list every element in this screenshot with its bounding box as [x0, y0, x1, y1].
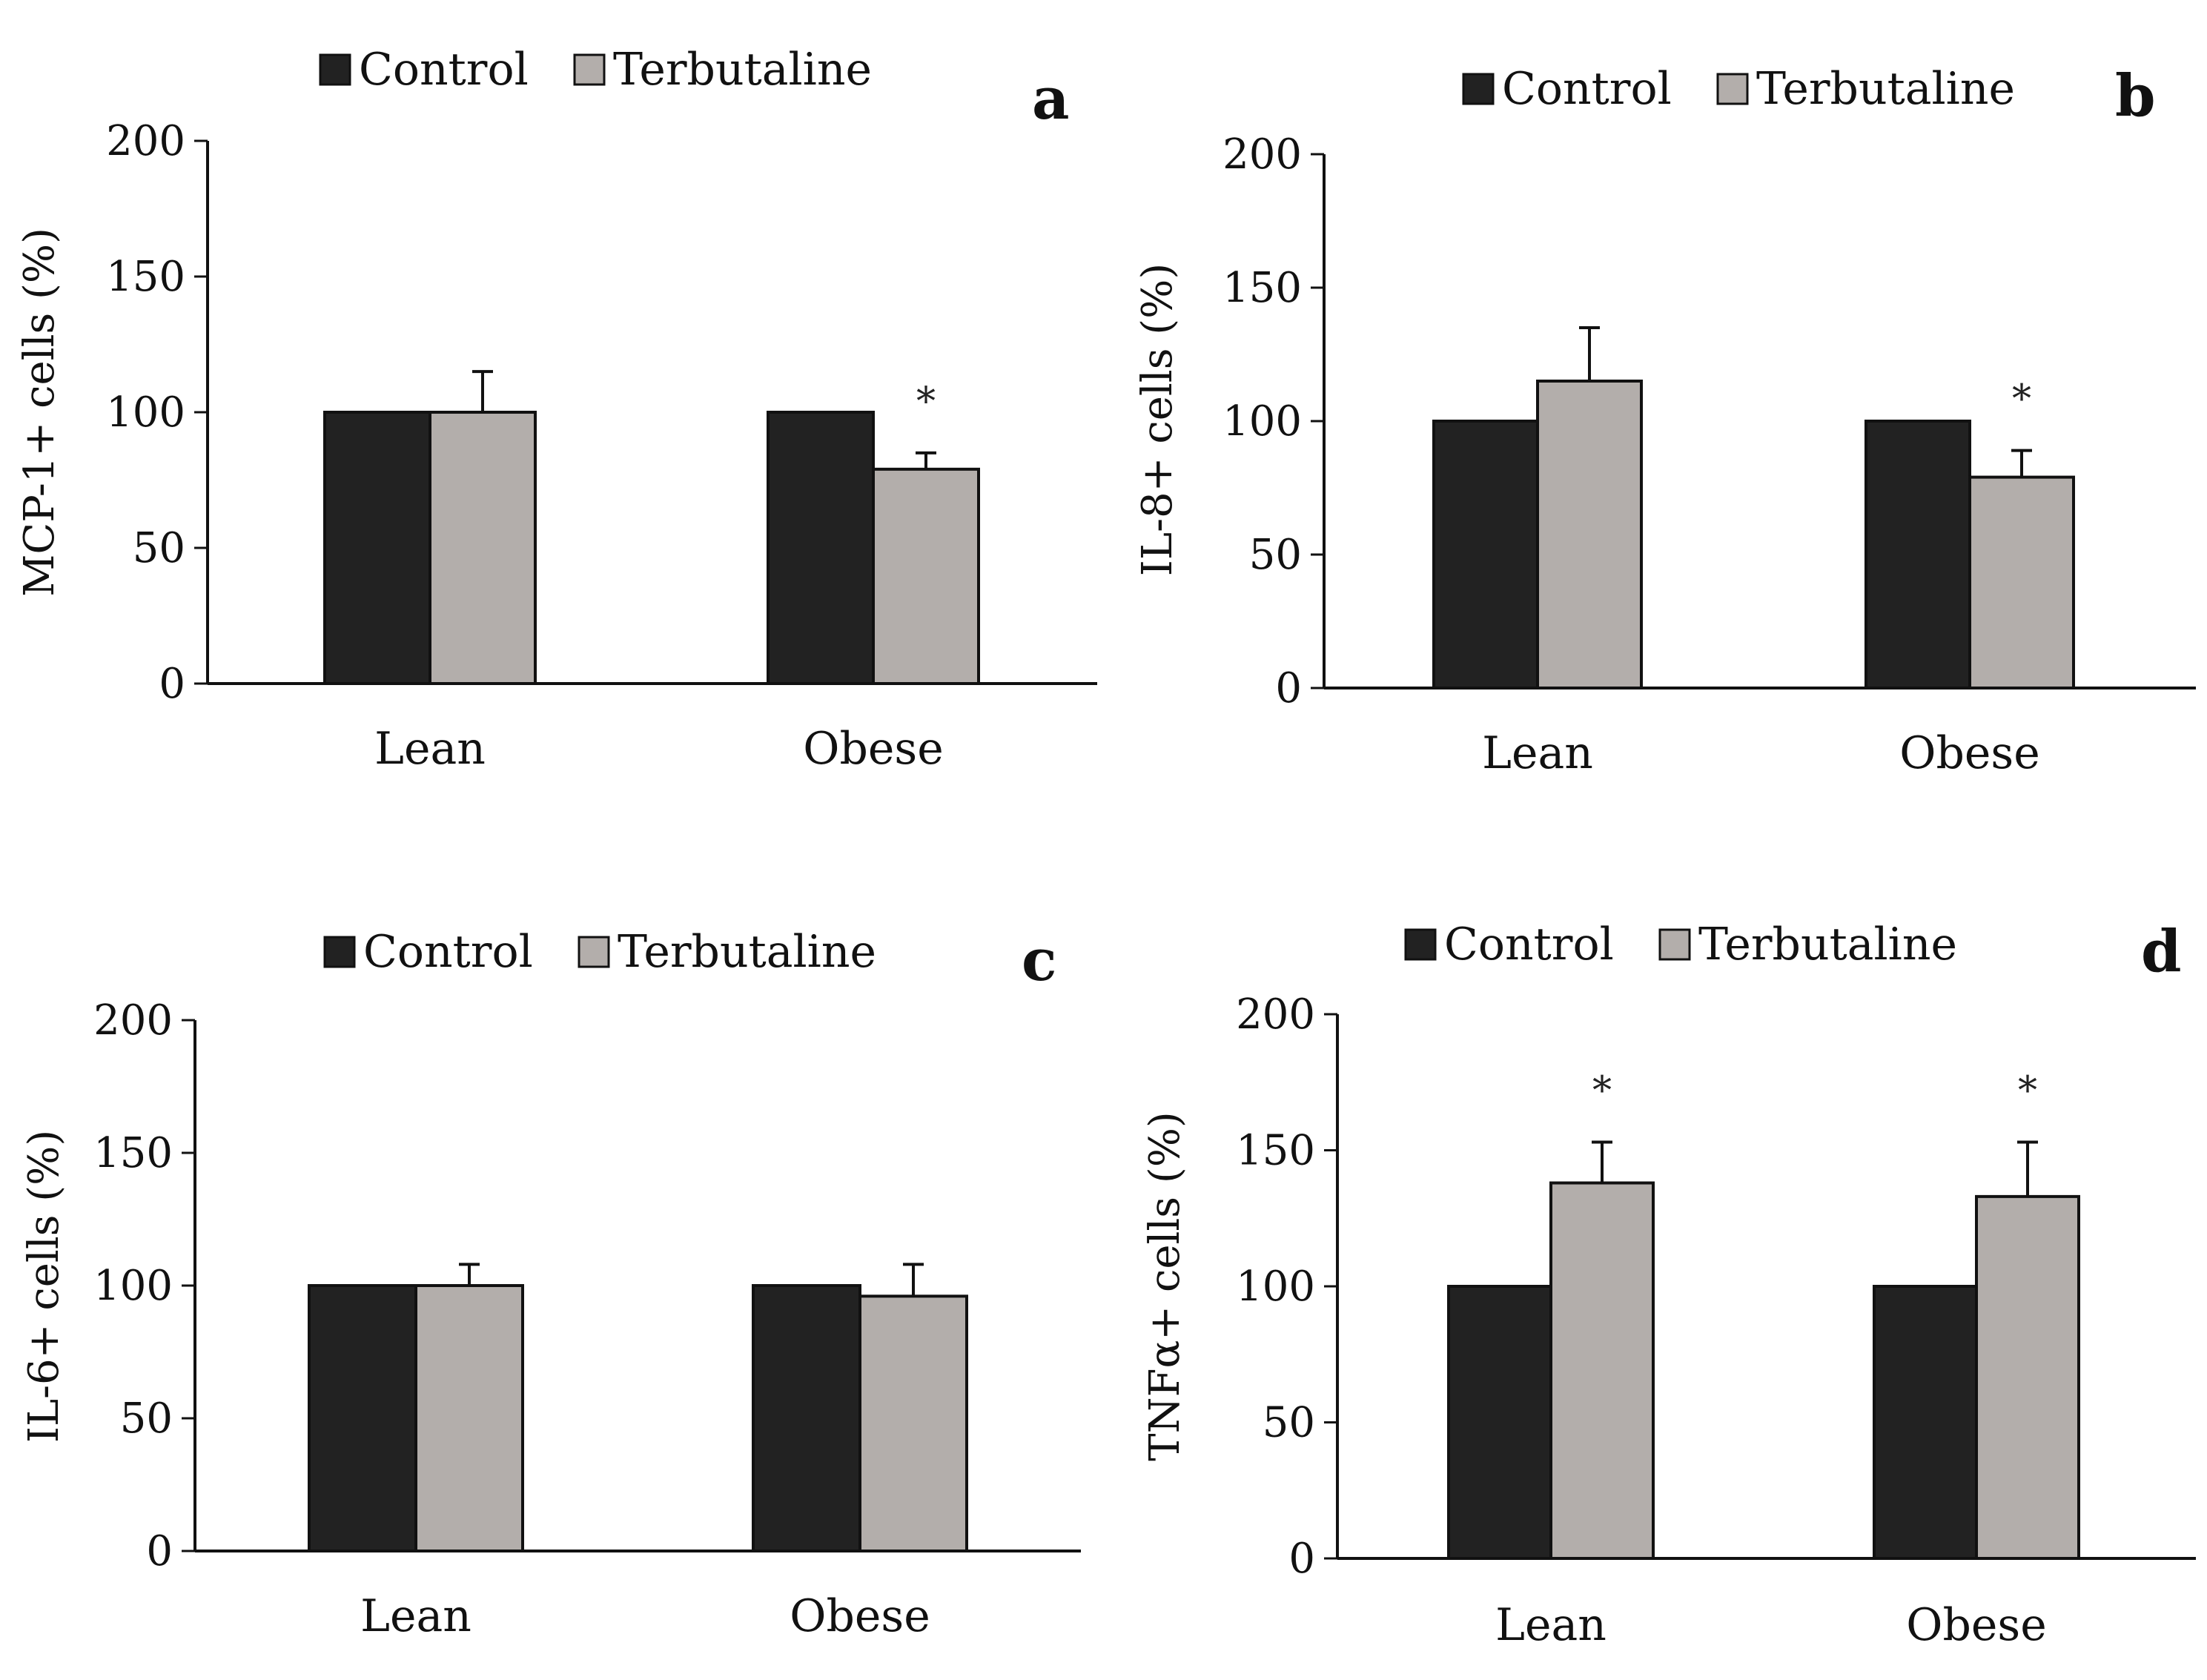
legend-swatch-terbutaline — [573, 53, 606, 86]
legend-swatch-terbutaline — [1716, 73, 1749, 105]
bar-terbutaline-lean — [1549, 1181, 1655, 1561]
chart-panel-b: Control Terbutaline b IL-8+ cells (%) 0 50 100… — [1134, 62, 2196, 779]
bar-control-lean — [323, 411, 431, 685]
legend-swatch-control — [1462, 73, 1495, 105]
y-tick-label: 0 — [1275, 664, 1302, 712]
y-tick-label: 200 — [106, 117, 185, 165]
x-category-label-obese: Obese — [1906, 1599, 2046, 1651]
x-category-label-obese: Obese — [1899, 727, 2039, 779]
y-axis-label: IL-8+ cells (%) — [1134, 263, 1182, 576]
x-category-label-lean: Lean — [360, 1590, 471, 1642]
legend-label-control: Control — [359, 44, 529, 96]
legend-swatch-terbutaline — [578, 936, 610, 968]
legend: Control Terbutaline — [319, 44, 872, 96]
y-axis-label: TNFα+ cells (%) — [1141, 1111, 1189, 1461]
y-tick-label: 0 — [159, 660, 185, 708]
y-tick-label: 100 — [106, 388, 185, 437]
y-tick-label: 100 — [1222, 397, 1302, 446]
legend-label-terbutaline: Terbutaline — [1756, 63, 2015, 115]
y-tick-label: 150 — [1222, 264, 1302, 312]
bar-control-lean — [308, 1284, 417, 1552]
panel-letter: a — [1032, 65, 1070, 133]
legend-swatch-control — [323, 936, 356, 968]
bar-control-obese — [752, 1284, 861, 1552]
legend-swatch-control — [319, 53, 351, 86]
bar-terbutaline-obese — [1968, 475, 2075, 689]
y-tick-label: 150 — [106, 253, 185, 301]
legend: Control Terbutaline — [323, 926, 876, 978]
panel-letter: c — [1022, 927, 1057, 994]
bar-terbutaline-lean — [1536, 380, 1643, 689]
x-category-label-obese: Obese — [803, 723, 943, 775]
y-tick-label: 0 — [146, 1527, 173, 1575]
y-tick-label: 150 — [93, 1129, 173, 1177]
chart-panel-a: Control Terbutaline a MCP-1+ cells (%) 0 50 10… — [16, 44, 1097, 775]
legend-label-terbutaline: Terbutaline — [1698, 919, 1957, 970]
y-axis-label: MCP-1+ cells (%) — [16, 228, 64, 597]
bar-control-obese — [1873, 1285, 1978, 1560]
chart-panel-c: Control Terbutaline c IL-6+ cells (%) 0 50 100… — [20, 926, 1081, 1642]
legend-swatch-control — [1404, 928, 1437, 961]
y-tick-label: 50 — [133, 524, 185, 572]
x-category-label-lean: Lean — [1495, 1599, 1607, 1651]
panel-letter: b — [2115, 62, 2156, 130]
legend: Control Terbutaline — [1462, 63, 2015, 115]
bar-terbutaline-obese — [872, 467, 980, 685]
bar-terbutaline-obese — [858, 1294, 968, 1552]
legend-label-terbutaline: Terbutaline — [613, 44, 872, 96]
significance-marker: * — [2018, 1068, 2037, 1113]
y-tick-label: 100 — [1236, 1263, 1315, 1311]
y-tick-label: 0 — [1288, 1535, 1315, 1583]
y-tick-label: 150 — [1236, 1127, 1315, 1175]
significance-marker: * — [2012, 377, 2031, 422]
legend-label-control: Control — [1502, 63, 1672, 115]
legend: Control Terbutaline — [1404, 919, 1957, 970]
panel-letter: d — [2141, 918, 2182, 985]
bar-control-lean — [1447, 1285, 1552, 1560]
y-tick-label: 50 — [120, 1395, 173, 1443]
y-tick-label: 200 — [93, 996, 173, 1045]
chart-panel-d: Control Terbutaline d TNFα+ cells (%) 0 50 100… — [1141, 918, 2196, 1651]
y-tick-label: 200 — [1236, 991, 1315, 1039]
y-tick-label: 200 — [1222, 130, 1302, 179]
legend-label-terbutaline: Terbutaline — [618, 926, 876, 978]
legend-swatch-terbutaline — [1658, 928, 1691, 961]
bar-terbutaline-lean — [414, 1284, 524, 1552]
significance-marker: * — [1592, 1068, 1612, 1113]
bar-control-obese — [1864, 420, 1971, 689]
y-tick-label: 50 — [1249, 531, 1302, 579]
legend-label-control: Control — [363, 926, 533, 978]
significance-marker: * — [916, 380, 936, 424]
bar-control-lean — [1432, 420, 1539, 689]
x-category-label-lean: Lean — [374, 723, 486, 775]
y-tick-label: 50 — [1263, 1399, 1315, 1447]
x-category-label-obese: Obese — [790, 1590, 930, 1642]
legend-label-control: Control — [1444, 919, 1614, 970]
bar-terbutaline-lean — [429, 411, 537, 685]
y-axis-label: IL-6+ cells (%) — [20, 1130, 68, 1443]
bar-control-obese — [767, 411, 875, 685]
x-category-label-lean: Lean — [1482, 727, 1593, 779]
y-tick-label: 100 — [93, 1262, 173, 1310]
bar-terbutaline-obese — [1975, 1194, 2080, 1560]
